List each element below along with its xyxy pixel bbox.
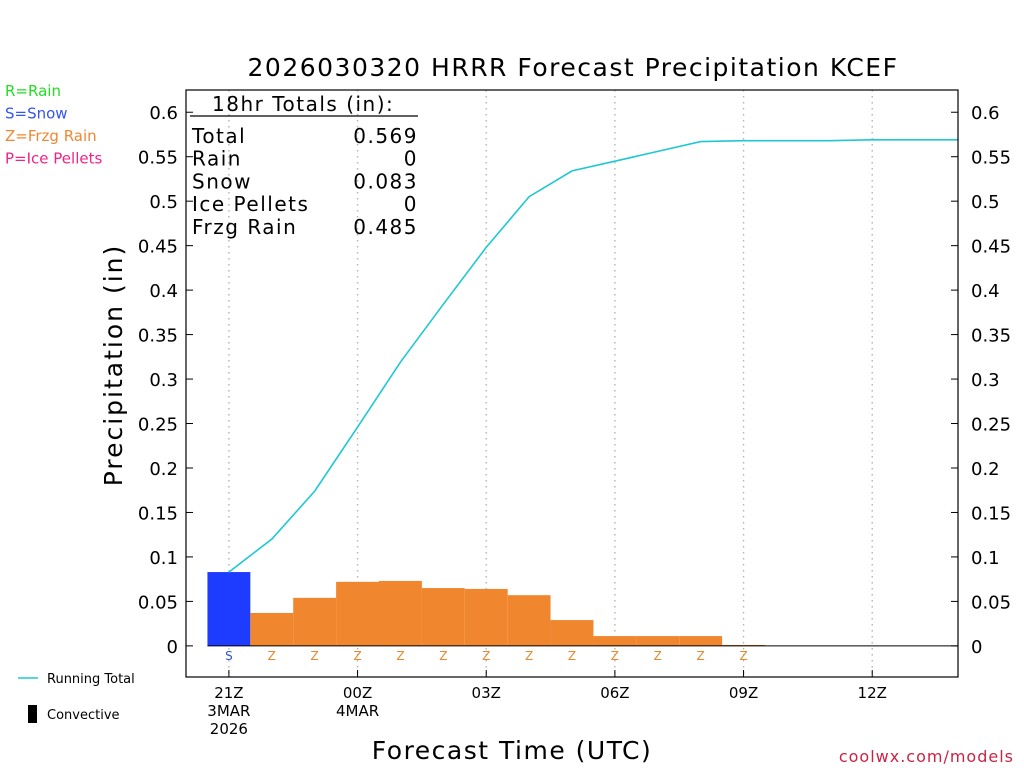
bar-8: [550, 620, 594, 646]
totals-value: 0.569: [353, 124, 418, 148]
y-tick-label-right: 0.05: [971, 592, 1011, 613]
x-tick-label: 4MAR: [336, 702, 379, 720]
totals-box: 18hr Totals (in): Total 0.569 Rain 0 Snow 0.08…: [190, 92, 418, 239]
series-legend-label: Convective: [47, 708, 120, 723]
totals-label: Total: [191, 124, 246, 148]
series-legend-label: Running Total: [47, 672, 135, 687]
y-tick-label-right: 0.25: [971, 415, 1011, 436]
ptype-letter-0: S: [225, 649, 233, 663]
y-tick-label-right: 0.2: [971, 459, 1000, 480]
bar-6: [464, 588, 508, 646]
y-tick-label-right: 0: [971, 637, 982, 658]
bar-10: [636, 636, 680, 646]
y-tick-label-right: 0.15: [971, 503, 1011, 524]
x-tick-label: 09Z: [729, 684, 758, 702]
ptype-letter-11: Z: [697, 649, 705, 663]
y-tick-label-right: 0.45: [971, 237, 1011, 258]
y-tick-label-right: 0.1: [971, 548, 1000, 569]
bar-0: [207, 572, 251, 646]
y-tick-label-left: 0.55: [138, 148, 178, 169]
x-tick-label: 00Z: [343, 684, 372, 702]
y-tick-label-left: 0.35: [138, 326, 178, 347]
y-tick-label-left: 0.45: [138, 237, 178, 258]
y-tick-label-right: 0.3: [971, 370, 1000, 391]
credit-text: coolwx.com/models: [839, 747, 1014, 766]
y-tick-label-left: 0.15: [138, 503, 178, 524]
y-tick-label-left: 0: [167, 637, 178, 658]
y-tick-label-right: 0.35: [971, 326, 1011, 347]
y-tick-label-left: 0.3: [149, 370, 178, 391]
ptype-letter-9: Z: [611, 649, 619, 663]
type-legend-item: P=Ice Pellets: [5, 150, 102, 168]
running-total-line: [228, 139, 958, 573]
ptype-letter-6: Z: [482, 649, 490, 663]
x-tick-label: 03Z: [472, 684, 501, 702]
x-axis-label: Forecast Time (UTC): [372, 736, 652, 765]
type-legend-item: S=Snow: [5, 105, 68, 123]
chart-title: 2026030320 HRRR Forecast Precipitation K…: [248, 53, 899, 82]
ptype-letter-3: Z: [353, 649, 361, 663]
y-axis-label: Precipitation (in): [99, 244, 128, 487]
totals-label: Frzg Rain: [192, 215, 297, 239]
ptype-letter-12: Z: [739, 649, 747, 663]
y-tick-label-left: 0.4: [149, 281, 178, 302]
bar-9: [593, 636, 637, 646]
ptype-letter-8: Z: [568, 649, 576, 663]
bar-1: [250, 612, 294, 646]
ptype-letter-10: Z: [654, 649, 662, 663]
legends: R=Rain S=Snow Z=Frzg Rain P=Ice Pellets Runn…: [5, 82, 135, 723]
totals-header: 18hr Totals (in):: [212, 92, 394, 116]
y-tick-label-left: 0.1: [149, 548, 178, 569]
type-legend-item: R=Rain: [5, 82, 61, 100]
y-tick-label-right: 0.55: [971, 148, 1011, 169]
bar-2: [293, 597, 337, 646]
ptype-letter-4: Z: [396, 649, 404, 663]
ptype-letter-1: Z: [268, 649, 276, 663]
y-tick-label-right: 0.5: [971, 192, 1000, 213]
x-tick-label: 06Z: [600, 684, 629, 702]
y-tick-label-left: 0.6: [149, 103, 178, 124]
vertical-grid: [228, 90, 873, 677]
totals-value: 0.485: [353, 215, 418, 239]
bar-5: [421, 588, 465, 646]
bar-11: [679, 636, 723, 646]
ptype-letter-5: Z: [439, 649, 447, 663]
x-tick-label: 3MAR: [207, 702, 250, 720]
bar-4: [379, 580, 422, 646]
totals-value: 0.083: [353, 169, 418, 193]
bar-7: [507, 595, 551, 646]
legend-bar-swatch: [28, 705, 37, 723]
y-tick-label-left: 0.2: [149, 459, 178, 480]
totals-label: Snow: [192, 169, 252, 193]
y-tick-label-left: 0.05: [138, 592, 178, 613]
running-total-line-group: [228, 139, 958, 573]
axes: 0 0 0.05 0.05 0.1 0.1 0.15 0.15 0.2 0.2 0.25 0.25 0.…: [138, 89, 1011, 738]
y-tick-label-left: 0.25: [138, 415, 178, 436]
type-legend-item: Z=Frzg Rain: [5, 127, 97, 145]
totals-value: 0: [404, 192, 418, 216]
totals-value: 0: [404, 147, 418, 171]
totals-label: Rain: [192, 147, 242, 171]
plot-frame: [185, 89, 959, 678]
y-tick-label-right: 0.4: [971, 281, 1000, 302]
hourly-bars: [207, 572, 958, 647]
x-tick-label: 12Z: [858, 684, 887, 702]
y-tick-label-right: 0.6: [971, 103, 1000, 124]
ptype-letter-2: Z: [311, 649, 319, 663]
bar-3: [336, 581, 379, 646]
totals-label: Ice Pellets: [192, 192, 309, 216]
x-tick-label: 2026: [210, 720, 248, 738]
ptype-letter-7: Z: [525, 649, 533, 663]
x-tick-label: 21Z: [214, 684, 243, 702]
y-tick-label-left: 0.5: [149, 192, 178, 213]
